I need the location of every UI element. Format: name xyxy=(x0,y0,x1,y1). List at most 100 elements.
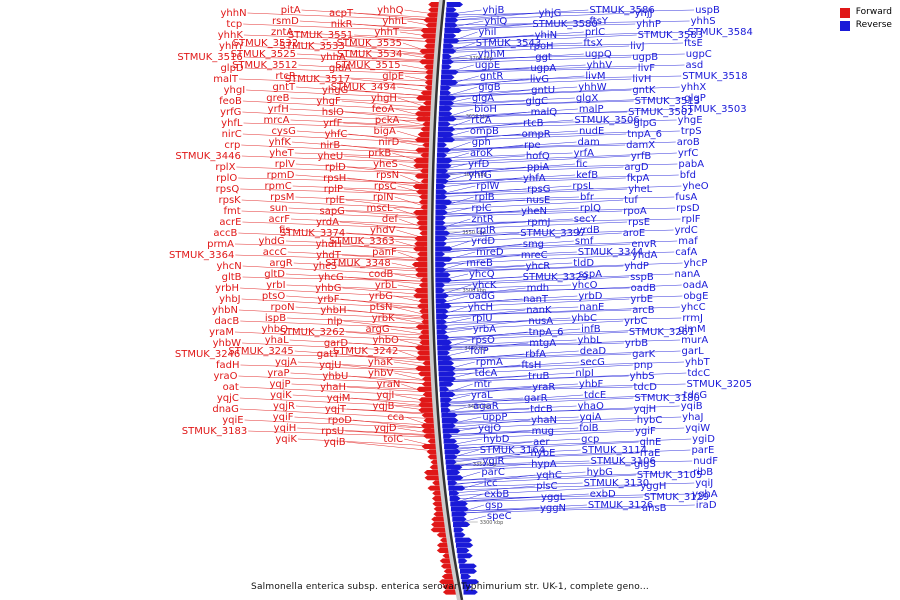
reverse-gene-label: hybE xyxy=(530,448,555,459)
leader-line xyxy=(440,199,624,210)
reverse-gene-label: STMUK_3344 xyxy=(578,247,643,258)
leader-line xyxy=(345,199,425,210)
leader-line xyxy=(291,141,427,152)
forward-gene-label: acpT xyxy=(329,8,354,19)
reverse-feature xyxy=(436,158,453,163)
forward-gene-label: STMUK_3242 xyxy=(333,346,398,357)
forward-gene-label: nlp xyxy=(327,316,342,327)
reverse-gene-label: yheL xyxy=(628,184,652,195)
reverse-gene-label: garR xyxy=(524,393,548,404)
leader-line xyxy=(400,141,427,147)
forward-gene-label: yhcN xyxy=(216,261,241,272)
leader-line xyxy=(448,42,684,49)
leader-line xyxy=(243,56,432,63)
reverse-gene-label: rpsD xyxy=(676,203,700,214)
leader-line xyxy=(296,75,431,82)
forward-feature xyxy=(417,303,430,309)
forward-feature xyxy=(436,532,449,538)
reverse-gene-label: yhhS xyxy=(691,16,716,27)
reverse-gene-label: yhaN xyxy=(531,415,557,426)
reverse-gene-label: ugpC xyxy=(686,49,712,60)
leader-line xyxy=(394,196,425,207)
forward-gene-label: yhfC xyxy=(325,129,348,140)
forward-gene-label: yhbH xyxy=(320,305,346,316)
reverse-gene-label: aroE xyxy=(623,228,645,239)
reverse-feature xyxy=(438,116,457,122)
forward-feature xyxy=(417,132,432,137)
forward-feature xyxy=(418,397,435,403)
reverse-gene-label: cafA xyxy=(675,247,697,258)
forward-gene-label: yhgF xyxy=(316,96,341,107)
reverse-gene-label: livG xyxy=(530,74,549,85)
forward-gene-label: yrfG xyxy=(220,107,241,118)
reverse-gene-label: ftsX xyxy=(583,38,602,49)
forward-gene-label: yhdG xyxy=(259,236,285,247)
leader-line xyxy=(440,251,577,259)
reverse-gene-label: exbD xyxy=(590,489,616,500)
forward-gene-label: fadH xyxy=(216,360,240,371)
forward-feature xyxy=(422,392,434,397)
reverse-gene-label: STMUK_3580 xyxy=(532,19,597,30)
forward-gene-label: rpoD xyxy=(328,415,353,426)
leader-line xyxy=(452,482,583,488)
forward-gene-label: tolC xyxy=(383,434,403,445)
leader-line xyxy=(448,441,639,452)
leader-line xyxy=(293,262,425,270)
leader-line xyxy=(292,394,430,403)
reverse-feature xyxy=(458,558,468,564)
reverse-feature xyxy=(462,584,472,590)
leader-line xyxy=(440,185,476,195)
forward-feature xyxy=(413,163,431,169)
forward-feature xyxy=(425,22,439,28)
reverse-gene-label: plsC xyxy=(536,481,557,492)
forward-feature xyxy=(415,95,434,101)
forward-gene-label: yhbJ xyxy=(219,294,241,305)
reverse-gene-label: ftsY xyxy=(589,16,608,27)
forward-feature xyxy=(420,204,430,210)
reverse-gene-label: ftsE xyxy=(684,38,703,49)
forward-gene-label: oat xyxy=(223,382,239,393)
forward-gene-label: gltD xyxy=(264,269,285,280)
forward-gene-label: dnaG xyxy=(212,404,239,415)
leader-line xyxy=(451,9,589,18)
reverse-gene-label: yhcR xyxy=(526,261,551,272)
leader-line xyxy=(450,12,538,21)
forward-gene-label: sun xyxy=(270,203,288,214)
kbp-tick-label: 3450 kbp xyxy=(464,346,488,352)
reverse-feature xyxy=(441,407,451,413)
reverse-gene-label: tldD xyxy=(573,258,594,269)
reverse-gene-label: exbB xyxy=(484,489,509,500)
reverse-gene-label: yqiA xyxy=(580,412,602,423)
forward-feature xyxy=(423,17,440,23)
reverse-gene-label: mdh xyxy=(527,283,549,294)
reverse-gene-label: gsp xyxy=(485,500,503,511)
leader-line xyxy=(448,441,533,451)
forward-feature xyxy=(421,444,439,449)
reverse-gene-label: rpmJ xyxy=(527,217,550,228)
leader-line xyxy=(444,386,633,392)
reverse-gene-label: smg xyxy=(523,239,544,250)
forward-gene-label: feoB xyxy=(219,96,242,107)
leader-line xyxy=(454,496,541,503)
forward-gene-label: sapG xyxy=(319,206,344,217)
legend-forward-label: Forward xyxy=(855,7,892,17)
reverse-gene-label: aer xyxy=(533,437,550,448)
forward-gene-label: STMUK_3364 xyxy=(169,250,234,261)
kbp-tick-label: 3500 kbp xyxy=(463,288,487,294)
leader-line xyxy=(443,372,687,383)
forward-gene-label: mscL xyxy=(367,203,393,214)
leader-line xyxy=(285,240,425,247)
forward-gene-label: yhhT xyxy=(374,27,400,38)
reverse-gene-label: garK xyxy=(632,349,656,360)
leader-line xyxy=(394,372,428,382)
leader-line xyxy=(444,383,686,391)
reverse-gene-label: ppiA xyxy=(527,162,549,173)
forward-gene-label: glpD xyxy=(220,63,243,74)
reverse-gene-label: rplW xyxy=(476,181,499,192)
reverse-gene-label: hybC xyxy=(637,415,663,426)
forward-gene-label: yqiM xyxy=(327,393,351,404)
leader-line xyxy=(344,155,426,163)
forward-gene-label: yhgI xyxy=(224,85,246,96)
reverse-gene-label: STMUK_3105 xyxy=(637,470,702,481)
forward-feature xyxy=(423,64,436,70)
